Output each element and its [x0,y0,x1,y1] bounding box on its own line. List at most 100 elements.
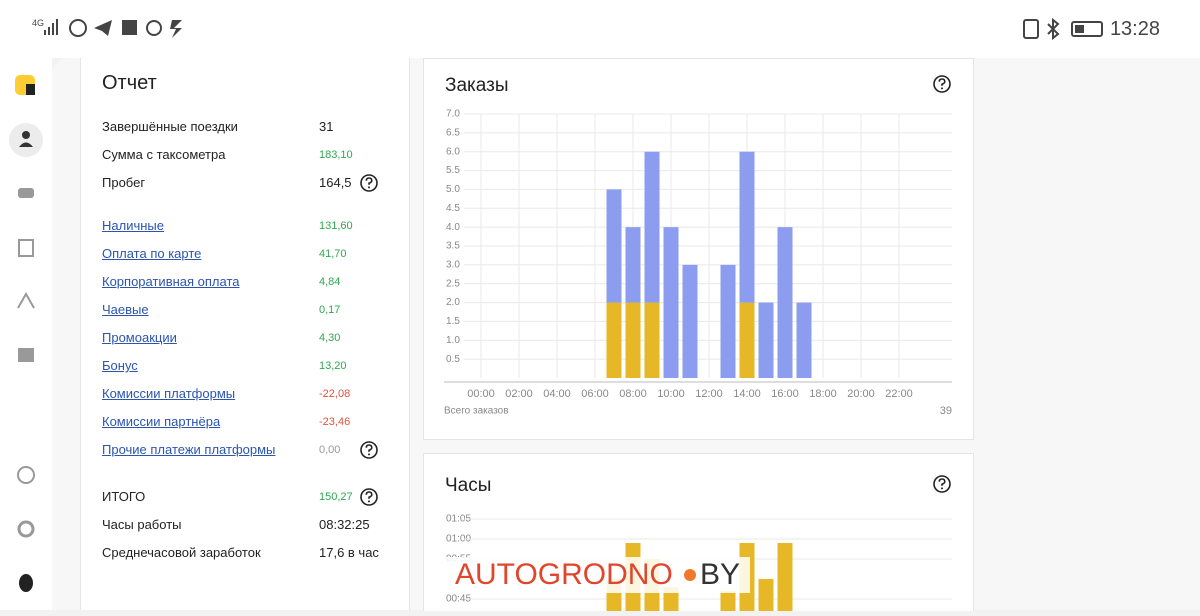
report-label: Часы работы [102,517,182,532]
x-tick-label: 08:00 [619,388,647,400]
x-tick-label: 20:00 [847,388,875,400]
x-tick-label: 12:00 [695,388,723,400]
y-tick-label: 2.5 [446,278,460,289]
report-value: 08:32:25 [319,517,370,532]
x-tick-label: 06:00 [581,388,609,400]
x-tick-label: 10:00 [657,388,685,400]
report-row: Оплата по карте 41,70 [102,240,402,268]
y-tick-label: 6.0 [446,146,460,157]
help-icon[interactable] [359,440,379,460]
bar [758,302,774,378]
bar [682,264,698,378]
y-tick-label: 0.5 [446,354,460,365]
clock: 13:28 [1109,18,1160,40]
sidebar [0,58,52,610]
bar [758,579,774,611]
report-row: Среднечасовой заработок 17,6 в час [102,539,402,567]
sidebar-icons [9,75,43,592]
status-right-icons [1023,17,1103,41]
status-bar: 4G 13:28 [0,0,1200,58]
help-icon[interactable] [932,74,952,94]
y-tick-label: 00:45 [446,594,471,605]
y-tick-label: 3.5 [446,241,460,252]
report-group: Наличные 131,60 Оплата по карте 41,70 Корпор… [102,212,402,464]
report-label: Завершённые поездки [102,119,238,134]
report-value: 41,70 [319,248,347,260]
bar [644,302,660,378]
network: 4G [32,18,45,28]
report-title: Отчет [102,72,157,94]
y-tick-label: 1.0 [446,335,460,346]
report-label: ИТОГО [102,489,146,504]
bar [739,302,755,378]
report-value: 183,10 [319,149,353,161]
help-icon[interactable] [359,487,379,507]
report-row: Комиссии платформы -22,08 [102,380,402,408]
report-value: 0,00 [319,444,341,456]
report-row: ИТОГО 150,27 [102,483,402,511]
bar [720,264,736,378]
bar [644,151,660,303]
bar [720,591,736,611]
report-value: 150,27 [319,491,353,503]
y-tick-label: 4.5 [446,203,460,214]
report-value: 4,30 [319,332,341,344]
report-row: Промоакции 4,30 [102,324,402,352]
x-tick-label: 04:00 [543,388,571,400]
chart-title: Заказы [445,75,509,96]
report-link[interactable]: Бонус [102,358,138,373]
footer-value: 39 [940,405,952,417]
chart-title: Часы [445,475,491,496]
watermark-left: AUTOGRODNO [455,558,673,591]
bar [625,302,641,378]
y-tick-label: 2.0 [446,297,460,308]
report-group: ИТОГО 150,27 Часы работы 08:32:25 Среднечасо… [102,483,402,567]
report-link[interactable]: Комиссии партнёра [102,414,221,429]
report-value: 4,84 [319,276,341,288]
report-label: Пробег [102,175,146,190]
bar [663,227,679,378]
bar [739,151,755,303]
bar [777,543,793,611]
help-icon[interactable] [932,474,952,494]
report-row: Чаевые 0,17 [102,296,402,324]
x-tick-label: 16:00 [771,388,799,400]
report-label: Сумма с таксометра [102,147,226,162]
report-link[interactable]: Прочие платежи платформы [102,442,276,457]
report-row: Наличные 131,60 [102,212,402,240]
report-link[interactable]: Наличные [102,218,164,233]
report-label: Среднечасовой заработок [102,545,261,560]
watermark-right: BY [700,558,740,591]
report-value: -22,08 [319,388,351,400]
report-link[interactable]: Оплата по карте [102,246,202,261]
bar [625,227,641,303]
report-value: -23,46 [319,416,351,428]
help-icon[interactable] [359,173,379,193]
x-tick-label: 14:00 [733,388,761,400]
report-row: Прочие платежи платформы 0,00 [102,436,402,464]
report-value: 17,6 в час [319,545,379,560]
y-tick-label: 01:05 [446,514,471,525]
report-row: Бонус 13,20 [102,352,402,380]
status-icons [44,19,182,38]
footer-label: Всего заказов [444,406,509,417]
watermark: AUTOGRODNO BY [445,557,750,593]
y-tick-label: 1.5 [446,316,460,327]
report-group: Завершённые поездки 31 Сумма с таксометра 1… [102,113,402,197]
y-tick-label: 4.0 [446,222,460,233]
report-link[interactable]: Комиссии платформы [102,386,236,401]
bar [796,302,812,378]
report-row: Часы работы 08:32:25 [102,511,402,539]
report-row: Завершённые поездки 31 [102,113,402,141]
y-tick-label: 01:00 [446,534,471,545]
report-link[interactable]: Чаевые [102,302,149,317]
report-link[interactable]: Корпоративная оплата [102,274,240,289]
orders-chart: Заказы 0.5 1.0 1.5 2.0 2.5 3.0 3.5 4.0 4.5 5.0 5.5 6… [444,75,952,417]
x-tick-label: 02:00 [505,388,533,400]
report-value: 131,60 [319,220,353,232]
report-link[interactable]: Промоакции [102,330,177,345]
y-tick-label: 7.0 [446,109,460,120]
report-value: 0,17 [319,304,341,316]
bar [606,302,622,378]
